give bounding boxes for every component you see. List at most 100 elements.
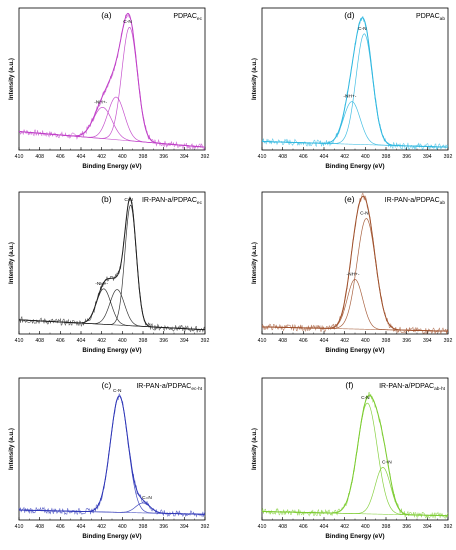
plot-frame bbox=[261, 7, 449, 151]
raw-spectrum bbox=[18, 392, 206, 518]
panel-letter: (c) bbox=[101, 380, 111, 390]
peak-label: -NH+- bbox=[343, 94, 356, 100]
peak-label: C-N bbox=[361, 395, 370, 401]
fitted-envelope bbox=[18, 197, 206, 331]
raw-spectrum bbox=[261, 391, 449, 520]
x-tick-label: 410 bbox=[15, 338, 24, 344]
x-axis-label: Binding Energy (eV) bbox=[82, 163, 141, 170]
x-tick-label: 396 bbox=[159, 338, 168, 344]
peak-label: C=N bbox=[382, 459, 392, 465]
x-axis-label: Binding Energy (eV) bbox=[82, 533, 141, 540]
x-axis-label: Binding Energy (eV) bbox=[325, 163, 384, 170]
fitted-envelope bbox=[18, 395, 206, 515]
x-tick-label: 406 bbox=[299, 154, 308, 160]
component-peak-1 bbox=[18, 395, 206, 515]
x-tick-label: 408 bbox=[35, 338, 44, 344]
panel-letter: (b) bbox=[101, 194, 112, 204]
peak-label: C-N bbox=[124, 197, 133, 203]
x-tick-label: 406 bbox=[299, 524, 308, 530]
x-tick-label: 392 bbox=[201, 524, 210, 530]
panel-title: IR-PAN-a/PDPACab-ht bbox=[379, 383, 446, 392]
x-tick-label: 400 bbox=[361, 338, 370, 344]
x-tick-label: 400 bbox=[361, 524, 370, 530]
panel-b: 410 408 406 404 402 400 398 396 394 392 Binding En… bbox=[8, 191, 210, 354]
x-tick-label: 404 bbox=[320, 154, 329, 160]
x-tick-label: 400 bbox=[118, 524, 127, 530]
x-tick-label: 406 bbox=[56, 524, 65, 530]
x-tick-label: 404 bbox=[320, 338, 329, 344]
x-tick-label: 394 bbox=[180, 338, 189, 344]
component-peak-2 bbox=[18, 289, 206, 331]
plot-frame bbox=[261, 191, 449, 335]
x-tick-label: 402 bbox=[97, 154, 106, 160]
x-tick-label: 400 bbox=[361, 154, 370, 160]
peak-label: C=N bbox=[142, 495, 152, 501]
plot-frame bbox=[261, 377, 449, 521]
x-axis-label: Binding Energy (eV) bbox=[325, 347, 384, 354]
component-peak-1 bbox=[261, 278, 449, 332]
x-tick-label: 402 bbox=[340, 338, 349, 344]
x-tick-label: 398 bbox=[382, 154, 391, 160]
x-tick-label: 392 bbox=[201, 338, 210, 344]
peak-label: -NH+- bbox=[347, 271, 360, 277]
panel-a: 410 408 406 404 402 400 398 396 394 392 Binding En… bbox=[8, 7, 210, 170]
x-tick-label: 410 bbox=[15, 524, 24, 530]
x-tick-label: 398 bbox=[139, 338, 148, 344]
raw-spectrum bbox=[18, 14, 206, 151]
x-tick-label: 404 bbox=[77, 524, 86, 530]
x-tick-label: 396 bbox=[402, 154, 411, 160]
x-tick-label: 406 bbox=[56, 154, 65, 160]
peak-label: C-N bbox=[360, 211, 369, 217]
fitted-envelope bbox=[261, 17, 449, 148]
y-axis-label: Intensity (a.u.) bbox=[251, 58, 258, 100]
x-tick-label: 402 bbox=[340, 524, 349, 530]
panel-letter: (d) bbox=[344, 10, 355, 20]
x-tick-label: 408 bbox=[278, 154, 287, 160]
component-peak-2 bbox=[18, 26, 206, 148]
x-tick-label: 402 bbox=[97, 338, 106, 344]
x-tick-label: 392 bbox=[444, 154, 453, 160]
x-tick-label: 404 bbox=[320, 524, 329, 530]
component-peak-2 bbox=[261, 467, 449, 517]
x-tick-label: 402 bbox=[97, 524, 106, 530]
peak-label: -NH+- bbox=[94, 99, 107, 105]
x-tick-label: 404 bbox=[77, 154, 86, 160]
x-tick-label: 396 bbox=[402, 524, 411, 530]
x-tick-label: 408 bbox=[35, 154, 44, 160]
x-tick-label: 396 bbox=[159, 524, 168, 530]
plot-frame bbox=[18, 377, 206, 521]
peak-label: C-N bbox=[113, 388, 122, 394]
component-peak-1 bbox=[18, 106, 206, 148]
x-tick-label: 408 bbox=[278, 338, 287, 344]
panel-title: IR-PAN-a/PDPACec-ht bbox=[136, 383, 202, 392]
panel-c: 410 408 406 404 402 400 398 396 394 392 Binding En… bbox=[8, 377, 210, 540]
x-tick-label: 406 bbox=[56, 338, 65, 344]
panel-e: 410 408 406 404 402 400 398 396 394 392 Binding En… bbox=[251, 191, 452, 354]
x-tick-label: 402 bbox=[340, 154, 349, 160]
fitted-envelope bbox=[18, 12, 206, 148]
panel-title: PDPACec bbox=[173, 13, 202, 22]
component-peak-3 bbox=[18, 204, 206, 331]
x-tick-label: 396 bbox=[402, 338, 411, 344]
x-tick-label: 394 bbox=[423, 154, 432, 160]
x-tick-label: 394 bbox=[180, 524, 189, 530]
x-tick-label: 406 bbox=[299, 338, 308, 344]
x-tick-label: 410 bbox=[258, 338, 267, 344]
y-axis-label: Intensity (a.u.) bbox=[251, 242, 258, 284]
fitted-envelope bbox=[261, 195, 449, 332]
x-tick-label: 400 bbox=[118, 338, 127, 344]
plot-frame bbox=[18, 7, 206, 151]
x-tick-label: 400 bbox=[118, 154, 127, 160]
peak-label: -NH+- bbox=[95, 281, 108, 287]
panel-title: PDPACab bbox=[416, 13, 445, 22]
x-tick-label: 392 bbox=[444, 524, 453, 530]
component-peak-1 bbox=[18, 288, 206, 331]
x-tick-label: 394 bbox=[423, 524, 432, 530]
x-tick-label: 392 bbox=[201, 154, 210, 160]
y-axis-label: Intensity (a.u.) bbox=[8, 242, 15, 284]
panel-f: 410 408 406 404 402 400 398 396 394 392 Binding En… bbox=[251, 377, 453, 540]
x-tick-label: 398 bbox=[139, 524, 148, 530]
x-tick-label: 410 bbox=[258, 524, 267, 530]
y-axis-label: Intensity (a.u.) bbox=[251, 428, 258, 470]
